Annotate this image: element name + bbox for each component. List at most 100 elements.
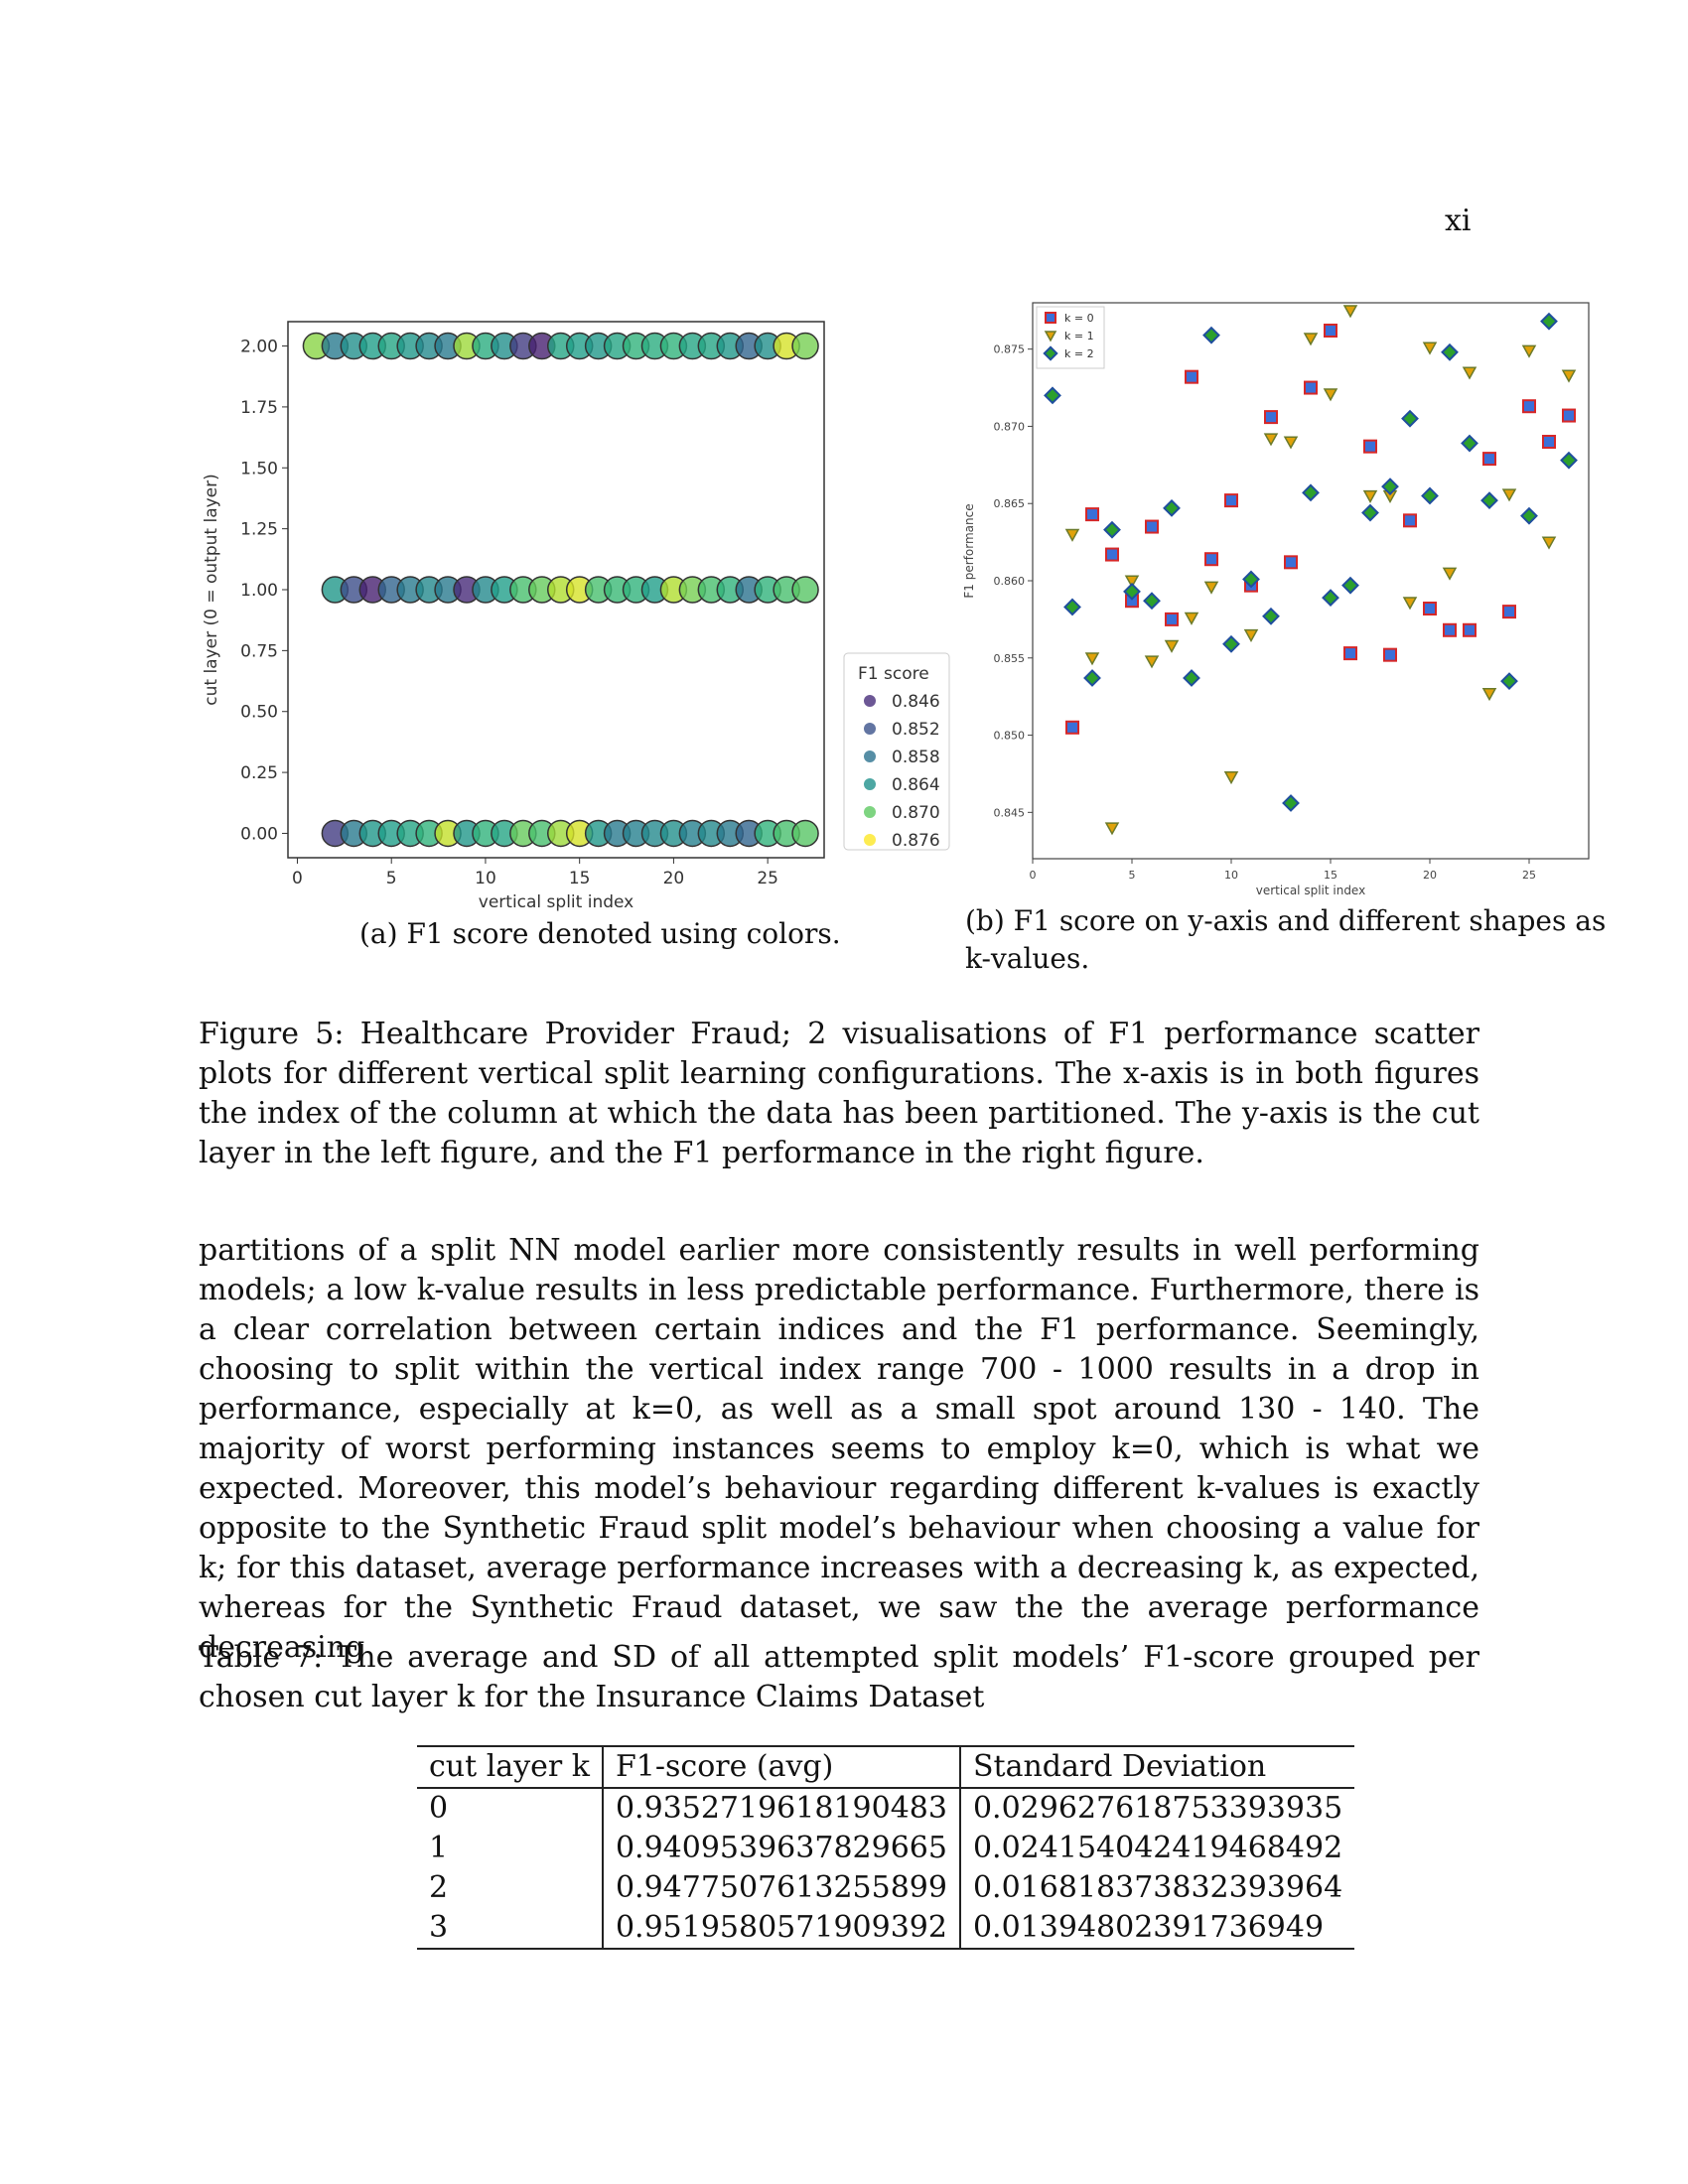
y-tick-label: 0.855 [994, 652, 1026, 665]
legend-title: F1 score [858, 664, 929, 684]
table-row: 3 0.9519580571909392 0.01394802391736949 [417, 1908, 1355, 1950]
data-point [1302, 483, 1320, 502]
data-point [1105, 547, 1119, 562]
data-point [1184, 612, 1199, 625]
data-point [1323, 388, 1338, 402]
data-point [1443, 622, 1457, 637]
legend-label: k = 0 [1064, 312, 1094, 325]
cell-std-dev: 0.024154042419468492 [972, 1831, 1343, 1865]
y-tick-label: 0.75 [240, 641, 278, 661]
data-point [1463, 622, 1477, 637]
x-tick-label: 25 [1522, 869, 1536, 882]
data-point [1304, 380, 1318, 395]
x-tick-label: 25 [757, 869, 778, 888]
data-point [1282, 794, 1300, 812]
data-point [1560, 451, 1578, 470]
body-paragraph: partitions of a split NN model earlier m… [199, 1233, 1479, 1665]
x-tick-label: 15 [1324, 869, 1337, 882]
data-point [1224, 493, 1238, 508]
legend-marker [1044, 331, 1057, 342]
legend-marker [864, 806, 876, 818]
y-axis-label: cut layer (0 = output layer) [202, 474, 221, 706]
y-tick-label: 0.50 [240, 703, 278, 723]
data-point [1123, 582, 1141, 601]
data-point [1482, 452, 1496, 467]
data-point [1500, 672, 1518, 691]
legend-label: k = 1 [1064, 330, 1094, 342]
data-point [1203, 581, 1219, 595]
cell-f1-avg: 0.9519580571909392 [602, 1908, 961, 1950]
data-point [1222, 634, 1240, 653]
table-row: 2 0.9477507613255899 0.01681837383239396… [417, 1868, 1354, 1908]
data-point [1144, 655, 1160, 669]
data-point [1065, 720, 1079, 735]
data-point [1480, 491, 1498, 510]
data-point [1423, 602, 1437, 615]
cell-f1-avg: 0.9477507613255899 [602, 1868, 961, 1908]
table-header-row: cut layer k F1-score (avg) Standard Devi… [417, 1745, 1355, 1789]
cell-k: 0 [417, 1788, 604, 1829]
legend-marker [864, 723, 876, 735]
data-point [1104, 822, 1120, 836]
y-tick-label: 1.00 [240, 581, 278, 601]
legend-marker [864, 751, 876, 762]
data-point [791, 332, 819, 360]
y-tick-label: 0.845 [994, 806, 1026, 819]
cell-std-dev: 0.029627618753393935 [972, 1791, 1343, 1826]
page-number: xi [1445, 204, 1472, 238]
data-point [1185, 369, 1198, 384]
data-point [1124, 575, 1140, 589]
data-point [1103, 520, 1121, 539]
x-tick-label: 10 [1224, 869, 1238, 882]
data-point [1164, 639, 1180, 653]
data-point [1341, 576, 1359, 595]
y-tick-label: 2.00 [240, 338, 278, 357]
data-point [1284, 555, 1298, 570]
data-point [1562, 408, 1576, 423]
data-point [1262, 607, 1280, 625]
data-point [1044, 386, 1061, 405]
table-row: 0 0.9352719618190483 0.02962761875339393… [417, 1788, 1354, 1829]
x-tick-label: 10 [475, 869, 496, 888]
data-point [1361, 503, 1379, 522]
x-tick-label: 5 [386, 869, 397, 888]
data-point [1083, 669, 1101, 687]
header-f1-avg: F1-score (avg) [602, 1745, 961, 1789]
data-point [1183, 669, 1200, 687]
data-point [1363, 439, 1377, 454]
x-tick-label: 20 [663, 869, 685, 888]
data-point [1143, 592, 1161, 611]
x-axis-label: vertical split index [479, 892, 633, 912]
data-point [1322, 589, 1339, 608]
legend-marker [1043, 345, 1058, 361]
y-axis-label: F1 performance [962, 503, 976, 598]
x-tick-label: 0 [292, 869, 303, 888]
data-point [1063, 598, 1081, 616]
y-tick-label: 0.860 [994, 575, 1026, 588]
data-point [1202, 326, 1220, 344]
legend-label: 0.870 [892, 803, 940, 823]
data-point [1263, 433, 1279, 447]
data-point [1204, 552, 1218, 567]
legend-label: 0.864 [892, 775, 940, 795]
header-cut-layer: cut layer k [417, 1745, 604, 1789]
data-point [1381, 478, 1399, 496]
f1-performance-scatter-chart: 0 5 10 15 20 25 0.845 0.850 0.855 0.860 0.865 0.870… [962, 302, 1590, 897]
results-table: cut layer k F1-score (avg) Standard Devi… [417, 1745, 1355, 1950]
data-point [1502, 605, 1516, 619]
y-tick-label: 0.25 [240, 763, 278, 783]
legend-label: 0.876 [892, 831, 940, 851]
data-point [1242, 570, 1260, 589]
legend-marker [864, 695, 876, 707]
data-point [1324, 324, 1337, 338]
x-tick-label: 0 [1030, 869, 1037, 882]
cell-k: 2 [417, 1868, 604, 1908]
data-point [1085, 507, 1099, 522]
y-tick-label: 0.00 [240, 824, 278, 844]
data-point [1084, 652, 1100, 666]
y-tick-label: 0.870 [994, 420, 1026, 433]
data-point [1163, 498, 1181, 517]
legend-label: 0.858 [892, 748, 940, 767]
y-tick-label: 1.75 [240, 398, 278, 418]
data-point [1442, 567, 1458, 581]
